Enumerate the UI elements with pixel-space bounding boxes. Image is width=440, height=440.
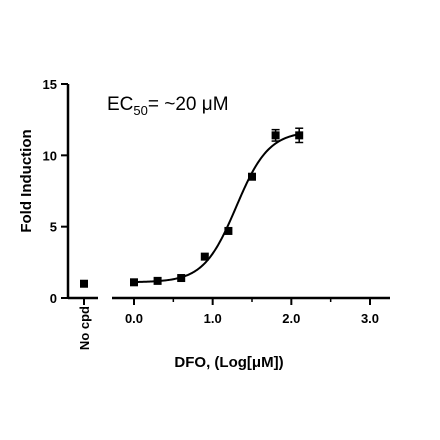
data-point (224, 226, 233, 235)
x-tick-label: 1.0 (204, 311, 222, 326)
x-tick-label: 2.0 (282, 311, 300, 326)
x-axis: 0.0 1.0 2.0 3.0 (68, 296, 390, 326)
x-ticks: 0.0 1.0 2.0 3.0 (125, 298, 379, 326)
control-label: No cpd (77, 306, 92, 350)
control-point (80, 279, 88, 288)
data-point (271, 131, 280, 140)
data-point (248, 172, 256, 181)
data-point (153, 276, 162, 285)
x-tick-label: 0.0 (125, 311, 143, 326)
y-ticks: 0 5 10 15 (43, 77, 68, 306)
y-tick-label: 0 (50, 291, 57, 306)
fit-curve (133, 133, 300, 284)
ec50-annotation: EC50= ~20 μM (107, 94, 229, 118)
y-tick-label: 5 (50, 220, 57, 235)
ec50-suffix: = ~20 μM (148, 94, 229, 115)
data-point (295, 131, 304, 140)
ec50-subscript: 50 (133, 103, 147, 118)
y-axis: 0 5 10 15 (43, 77, 70, 306)
y-tick-label: 10 (43, 148, 57, 163)
data-point (177, 274, 186, 283)
ec50-prefix: EC (107, 94, 133, 115)
x-axis-label: DFO, (Log[μM]) (174, 354, 283, 371)
data-point (130, 278, 138, 287)
y-axis-label: Fold Induction (18, 129, 35, 232)
data-point (200, 252, 209, 261)
y-tick-label: 15 (43, 77, 57, 92)
data-points (130, 127, 304, 287)
x-tick-label: 3.0 (361, 311, 379, 326)
